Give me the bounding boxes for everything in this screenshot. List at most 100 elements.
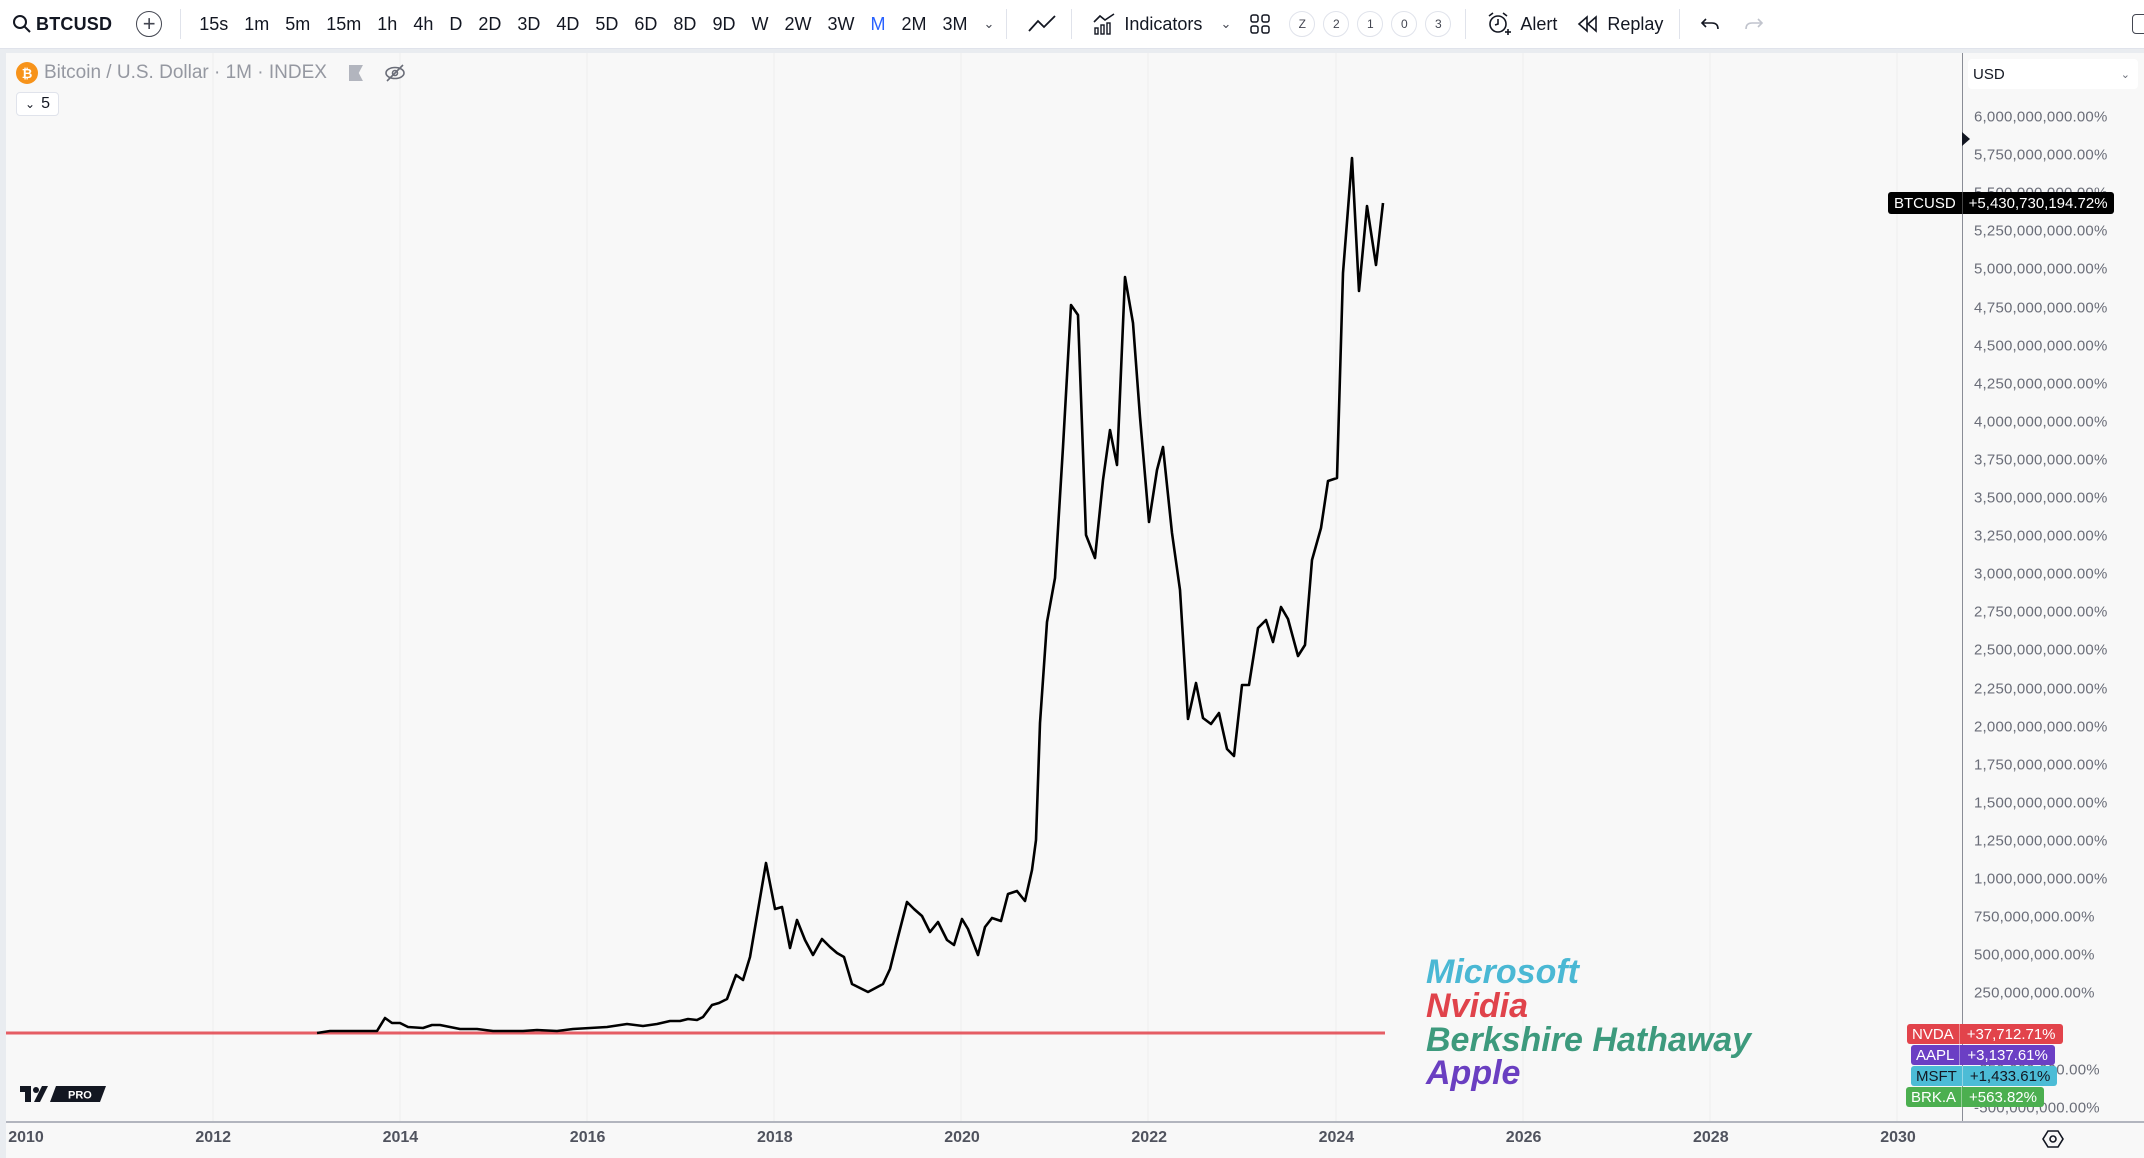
price-tick-label: 5,250,000,000.00% [1974, 222, 2108, 240]
price-tick-label: 3,250,000,000.00% [1974, 527, 2108, 545]
time-axis[interactable] [6, 1121, 2144, 1158]
price-label-brka: BRK.A +563.82% [1906, 1087, 2044, 1107]
currency-value: USD [1973, 65, 2005, 83]
price-tick-label: 750,000,000.00% [1974, 908, 2095, 926]
divider [1465, 9, 1467, 39]
interval-15s[interactable]: 15s [199, 13, 229, 34]
layout-shortcut-button[interactable]: 1 [1357, 11, 1384, 37]
fullscreen-toggle-icon[interactable] [2132, 14, 2144, 34]
rewind-icon [1578, 15, 1598, 33]
interval-m[interactable]: M [870, 13, 886, 34]
price-tick-label: 4,000,000,000.00% [1974, 413, 2108, 431]
layout-shortcut-button[interactable]: 0 [1391, 11, 1418, 37]
interval-3w[interactable]: 3W [827, 13, 855, 34]
interval-6d[interactable]: 6D [634, 13, 658, 34]
interval-3m[interactable]: 3M [942, 13, 968, 34]
price-tick-label: 4,500,000,000.00% [1974, 337, 2108, 355]
price-label-msft: MSFT +1,433.61% [1911, 1066, 2058, 1086]
price-tick-label: 2,500,000,000.00% [1974, 641, 2108, 659]
interval-1m[interactable]: 1m [244, 13, 270, 34]
interval-more-chevron-icon[interactable]: ⌄ [983, 16, 995, 31]
replay-button[interactable]: Replay [1567, 0, 1673, 49]
line-chart-icon [1028, 15, 1057, 32]
layout-shortcut-button[interactable]: 3 [1425, 11, 1452, 37]
price-axis[interactable] [1962, 53, 2144, 1121]
chart-type-button[interactable] [1017, 0, 1067, 49]
price-tick-label: 2,000,000,000.00% [1974, 718, 2108, 736]
redo-button[interactable] [1732, 0, 1774, 49]
layouts-button[interactable] [1239, 0, 1281, 49]
interval-4d[interactable]: 4D [556, 13, 580, 34]
time-tick-label: 2016 [569, 1129, 606, 1146]
search-icon [13, 15, 31, 33]
currency-select[interactable]: USD ⌄ [1968, 59, 2138, 89]
top-toolbar: BTCUSD + 15s 1m 5m 15m 1h 4h D 2D 3D 4D 5D 6D 8D 9D W 2… [0, 0, 2144, 49]
tag-symbol: MSFT [1911, 1066, 1963, 1086]
annotation-apple: Apple [1426, 1054, 1521, 1092]
eye-off-icon[interactable] [383, 63, 407, 83]
compare-add-symbol-button[interactable]: + [136, 11, 163, 37]
indicators-chevron-icon[interactable]: ⌄ [1220, 16, 1232, 31]
tag-symbol: BRK.A [1906, 1087, 1963, 1107]
price-tick-label: 4,750,000,000.00% [1974, 299, 2108, 316]
axis-settings-icon[interactable] [2042, 1128, 2064, 1150]
tag-symbol: AAPL [1911, 1045, 1961, 1065]
indicators-label: Indicators [1124, 13, 1203, 34]
layout-shortcut-button[interactable]: Z [1289, 11, 1316, 37]
time-tick-label: 2028 [1693, 1129, 1729, 1146]
interval-2w[interactable]: 2W [784, 13, 812, 34]
price-scale-marker-icon [1962, 132, 1970, 146]
interval-3d[interactable]: 3D [517, 13, 541, 34]
interval-2d[interactable]: 2D [478, 13, 502, 34]
interval-9d[interactable]: 9D [712, 13, 736, 34]
series-title: Bitcoin / U.S. Dollar · 1M · INDEX [44, 62, 327, 83]
tag-value: +37,712.71% [1959, 1024, 2063, 1044]
price-tick-label: 3,500,000,000.00% [1974, 489, 2108, 507]
price-label-aapl: AAPL +3,137.61% [1911, 1045, 2055, 1065]
legend-collapse-button[interactable]: ⌄ 5 [16, 92, 59, 116]
symbol-search-button[interactable]: BTCUSD [0, 0, 112, 48]
tradingview-pro-logo[interactable]: PRO [20, 1084, 106, 1104]
indicators-button[interactable]: Indicators [1082, 0, 1212, 49]
symbol-name: BTCUSD [36, 13, 113, 34]
interval-5m[interactable]: 5m [285, 13, 311, 34]
interval-d[interactable]: D [449, 13, 463, 34]
layout-shortcut-button[interactable]: 2 [1323, 11, 1350, 37]
tag-value: +1,433.61% [1962, 1066, 2058, 1086]
divider [1006, 9, 1008, 39]
interval-5d[interactable]: 5D [595, 13, 619, 34]
alert-button[interactable]: Alert [1476, 0, 1567, 49]
time-tick-label: 2024 [1318, 1129, 1355, 1146]
interval-1h[interactable]: 1h [377, 13, 398, 34]
price-tick-label: 2,750,000,000.00% [1974, 603, 2108, 621]
time-tick-label: 2020 [944, 1129, 980, 1146]
interval-2m[interactable]: 2M [901, 13, 927, 34]
price-tick-label: 500,000,000.00% [1974, 946, 2095, 964]
time-tick-label: 2030 [1880, 1129, 1916, 1146]
undo-button[interactable] [1690, 0, 1732, 49]
interval-4h[interactable]: 4h [413, 13, 434, 34]
tag-value: +563.82% [1962, 1087, 2044, 1107]
hidden-series-count: 5 [41, 95, 50, 112]
series-legend[interactable]: ₿ Bitcoin / U.S. Dollar · 1M · INDEX [16, 62, 407, 84]
grid-lines [212, 53, 1898, 1121]
plus-icon: + [142, 11, 156, 36]
time-tick-label: 2022 [1131, 1129, 1167, 1146]
flag-icon[interactable] [348, 65, 363, 81]
time-tick-label: 2014 [382, 1129, 419, 1146]
price-tick-label: 3,000,000,000.00% [1974, 565, 2108, 583]
interval-8d[interactable]: 8D [673, 13, 697, 34]
annotation-microsoft: Microsoft [1426, 953, 1579, 991]
bitcoin-logo-icon: ₿ [16, 62, 38, 84]
replay-label: Replay [1607, 13, 1664, 34]
interval-w[interactable]: W [751, 13, 769, 34]
divider [1679, 9, 1681, 39]
interval-15m[interactable]: 15m [326, 13, 362, 34]
interval-list: 15s 1m 5m 15m 1h 4h D 2D 3D 4D 5D 6D 8D 9D W 2W 3W M 2M 3M [191, 0, 975, 49]
chart-pane[interactable] [6, 53, 1962, 1121]
indicators-icon [1093, 13, 1115, 35]
price-tick-label: 5,750,000,000.00% [1974, 146, 2108, 164]
time-tick-label: 2012 [195, 1129, 231, 1146]
